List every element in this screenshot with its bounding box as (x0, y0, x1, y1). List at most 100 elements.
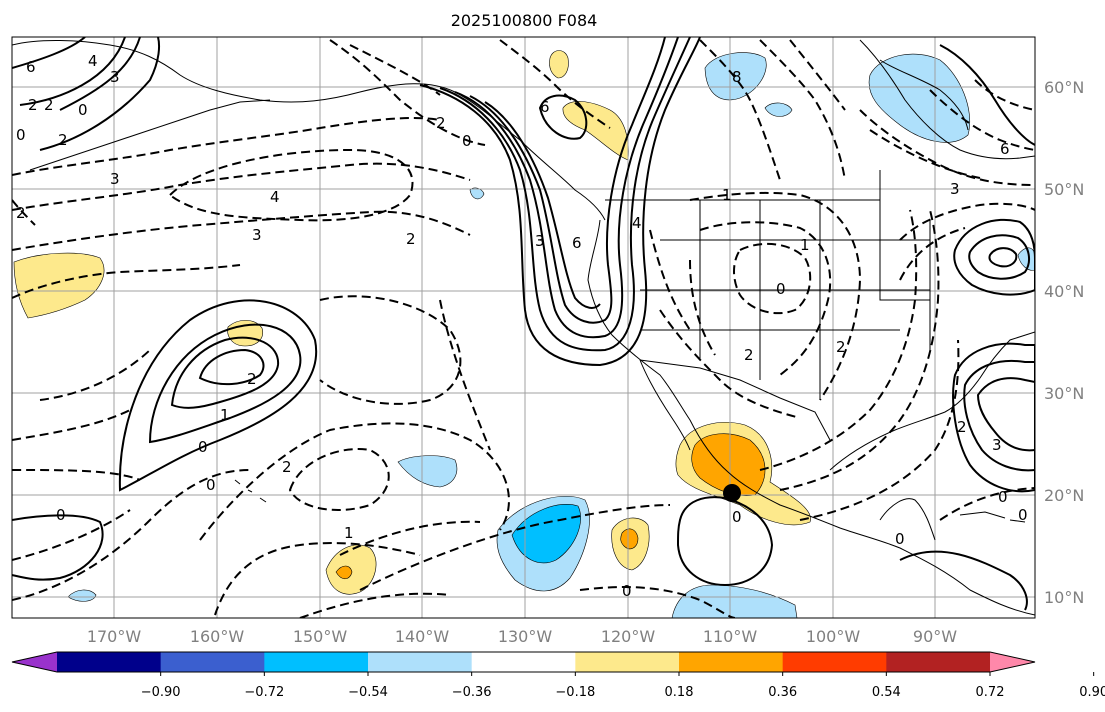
contour-neg-center-8 (214, 542, 421, 616)
contour-neg-dome (168, 148, 414, 222)
contour-neg-east-1 (689, 191, 862, 401)
negative-contours (12, 39, 1035, 618)
contour-neg-center-5 (199, 422, 510, 541)
contour-label: 0 (462, 132, 472, 150)
contour-label: 2 (16, 204, 26, 222)
lat-label: 30°N (1044, 384, 1084, 403)
contour-label: 2 (957, 418, 967, 436)
contour-neg-center-12 (579, 586, 736, 618)
contour-alaska-inner (39, 37, 160, 151)
lon-label: 110°W (703, 627, 758, 646)
colorbar-tick-label: −0.36 (452, 685, 492, 700)
contour-neg-canada-3 (789, 39, 846, 111)
contour-neg-east-8 (779, 209, 940, 491)
lat-label: 60°N (1044, 78, 1084, 97)
colorbar-tick-label: −0.90 (141, 685, 181, 700)
contour-label: 0 (622, 582, 632, 600)
colorbar-segment (990, 652, 1035, 672)
contour-label: 0 (998, 488, 1008, 506)
anomaly-blue-west-small (67, 589, 97, 602)
contour-alaska-low-2 (19, 37, 126, 106)
contour-east-low (953, 218, 1035, 296)
contour-neg-pacific-loop (319, 295, 462, 405)
colorbar-segment (264, 652, 369, 672)
lat-label: 10°N (1044, 588, 1084, 607)
contour-label: 2 (28, 96, 38, 114)
colorbar-tick-label: −0.18 (555, 685, 595, 700)
contour-zero-mexico (676, 496, 774, 587)
colorbar: −0.90 −0.72 −0.54 −0.36 −0.18 0.18 0.36 0.54 0.7… (11, 651, 1105, 700)
lat-label: 40°N (1044, 282, 1084, 301)
alaska-coast (12, 40, 606, 221)
contour-label: 0 (78, 101, 88, 119)
lon-label: 150°W (293, 627, 348, 646)
contour-label: 6 (26, 58, 36, 76)
contour-neg-east-2 (699, 221, 832, 376)
contour-neg-east-5 (689, 259, 716, 356)
contour-neg-trough-1 (499, 39, 611, 129)
contour-label: 3 (992, 436, 1002, 454)
contour-neg-east-4 (659, 309, 801, 419)
anomaly-orange-baja-s (620, 528, 639, 550)
contour-alaska-low-3 (12, 37, 86, 69)
contour-neg-trough-3 (349, 44, 441, 96)
anomaly-blue-bc (469, 187, 485, 200)
baja (639, 359, 691, 451)
lon-label: 170°W (87, 627, 142, 646)
contour-label: 6 (572, 234, 582, 252)
contour-alaska-low-1 (59, 37, 141, 111)
contour-neg-canada-6 (929, 89, 1035, 151)
contour-east-low-core (988, 247, 1018, 268)
us-mexico-border (639, 359, 831, 441)
colorbar-tick-label: 0.90 (1079, 685, 1105, 700)
contour-gulf (899, 550, 1028, 611)
lon-label: 120°W (601, 627, 656, 646)
colorbar-tick-label: 0.36 (768, 685, 797, 700)
colorbar-tick-label: 0.72 (976, 685, 1005, 700)
contour-north-canada (939, 44, 1035, 146)
contour-ridge-west-1 (419, 37, 701, 367)
contour-neg-wrap-1 (12, 264, 241, 299)
contour-label: 3 (110, 68, 120, 86)
contour-label: 0 (198, 438, 208, 456)
lon-label: 140°W (395, 627, 450, 646)
contour-label: 2 (406, 230, 416, 248)
contour-neg-east-6 (649, 229, 691, 331)
contour-neg-center-11 (299, 592, 451, 618)
contour-label: 1 (722, 186, 732, 204)
contour-label: 3 (110, 170, 120, 188)
anomaly-blue-canada-n (704, 52, 767, 101)
colorbar-tick-label: −0.72 (244, 685, 284, 700)
contour-neg-canada-5 (869, 129, 981, 179)
map-title: 2025100800 F084 (451, 11, 598, 30)
colorbar-segment (368, 652, 473, 672)
contour-neg-center-4 (12, 469, 251, 601)
us-canada-border (605, 170, 881, 201)
contour-east-high-3 (976, 377, 1035, 452)
gridlines (12, 37, 1035, 618)
contour-label: 0 (206, 476, 216, 494)
latitude-labels: 60°N 50°N 40°N 30°N 20°N 10°N (1044, 78, 1084, 607)
contour-neg-west-small (12, 199, 36, 226)
colorbar-outline (11, 651, 1036, 673)
contour-neg-nw-2 (12, 162, 471, 211)
contour-neg-nw-1 (12, 117, 441, 176)
contour-neg-center-2 (12, 409, 131, 441)
contour-neg-canada-1 (699, 39, 781, 181)
contour-label: 2 (282, 458, 292, 476)
contour-neg-east-wrap (899, 202, 1035, 241)
contour-neg-east-9 (799, 339, 960, 521)
contour-neg-east-wrap2 (899, 227, 966, 281)
caribbean (959, 511, 1026, 523)
contour-neg-east-10 (939, 487, 1035, 521)
contour-east-low-in (968, 234, 1031, 280)
storm-marker (723, 484, 741, 502)
colorbar-segment (782, 652, 887, 672)
state-lines (640, 200, 931, 400)
colorbar-tick-label: −0.54 (348, 685, 388, 700)
contour-label: 0 (895, 530, 905, 548)
contour-label: 1 (800, 236, 810, 254)
contour-ridge-west-5 (484, 101, 601, 309)
contour-east-high-1 (952, 342, 1035, 493)
